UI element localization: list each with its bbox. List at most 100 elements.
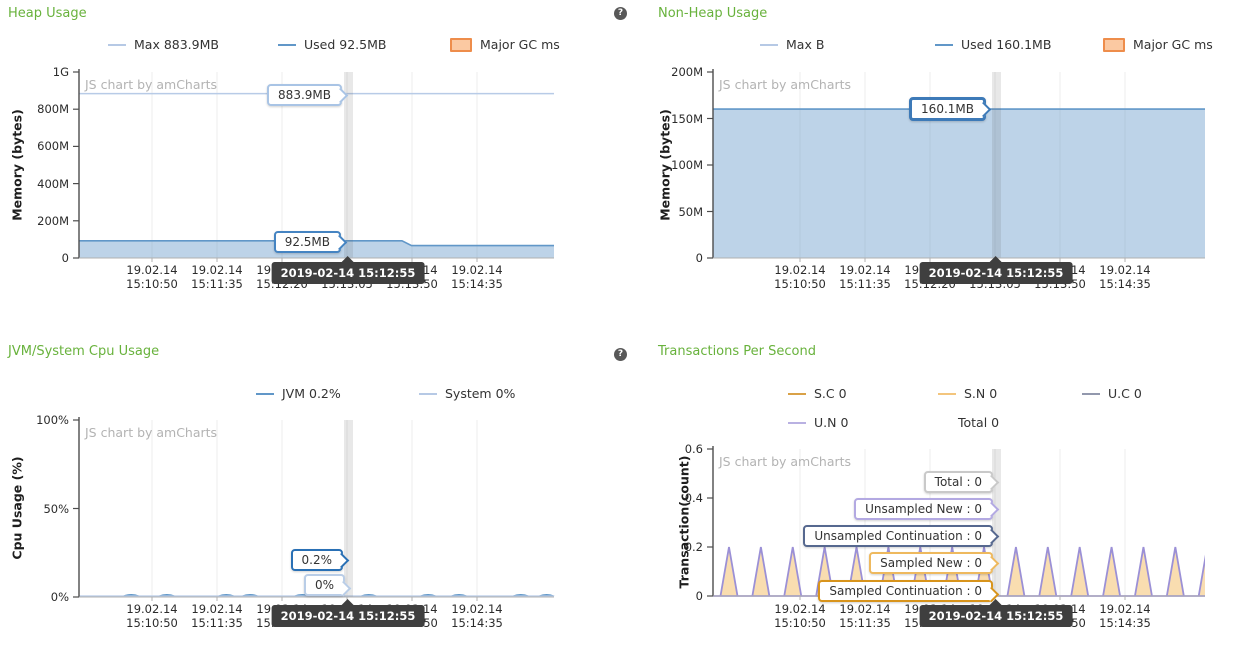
heap-used-line [79, 239, 554, 247]
legend-marker-line [788, 421, 806, 424]
legend-label: System 0% [445, 386, 516, 401]
legend-marker-line [938, 392, 956, 395]
nonheap-x-axis-label: 19.02.14 15:14:35 [1088, 263, 1162, 291]
heap-x-axis-label: 19.02.14 15:11:35 [180, 263, 254, 291]
tps-cursor-timestamp-tooltip: 2019-02-14 15:12:55 [919, 599, 1073, 627]
legend-marker-line [788, 392, 806, 395]
tps-balloon-sn: Sampled New : 0 [869, 552, 1000, 574]
legend-label: Major GC ms [1133, 37, 1213, 52]
amcharts-watermark-link[interactable]: JS chart by amCharts [85, 77, 218, 92]
tps-y-tick-label: 0.2 [684, 540, 703, 554]
legend-label: Max B [786, 37, 825, 52]
cpu-y-axis-title: Cpu Usage (%) [9, 456, 25, 560]
tps-balloon-sc: Sampled Continuation : 0 [818, 580, 1000, 603]
x-label-date: 19.02.14 [451, 263, 503, 277]
x-label-time: 15:14:35 [1099, 615, 1151, 630]
legend-item-used[interactable]: Used 160.1MB [935, 37, 1051, 52]
heap-balloon-used: 92.5MB [273, 231, 348, 253]
x-label-date: 19.02.14 [126, 602, 178, 616]
nonheap-x-axis-label: 19.02.14 15:10:50 [763, 263, 837, 291]
legend-label: U.N 0 [814, 415, 849, 430]
x-label-date: 19.02.14 [126, 263, 178, 277]
cpu-y-tick-label: 50% [43, 501, 69, 516]
legend-item-max[interactable]: Max B [760, 37, 824, 52]
legend-label: Max 883.9MB [134, 37, 219, 52]
heap-y-tick-label: 200M [37, 213, 69, 228]
tooltip-pointer [990, 599, 1002, 605]
x-label-time: 15:10:50 [126, 615, 178, 630]
tps-y-tick-label: 0 [695, 589, 703, 603]
tps-x-axis-label: 19.02.14 15:10:50 [763, 602, 837, 630]
x-label-time: 15:11:35 [191, 276, 243, 291]
legend-label: Used 92.5MB [304, 37, 387, 52]
x-label-time: 15:14:35 [1099, 276, 1151, 291]
legend-item-major-gc-ms[interactable]: Major GC ms [450, 37, 560, 52]
legend-item-u-c[interactable]: U.C 0 [1082, 386, 1142, 401]
legend-item-total[interactable]: Total 0 [958, 415, 999, 430]
x-label-time: 15:10:50 [774, 276, 826, 291]
heap-x-axis-label: 19.02.14 15:10:50 [115, 263, 189, 291]
cpu-x-axis-label: 19.02.14 15:11:35 [180, 602, 254, 630]
heap-y-tick-label: 1G [52, 65, 69, 79]
tps-y-axis-title: Transaction(count) [676, 455, 692, 589]
legend-label: S.C 0 [814, 386, 847, 401]
cpu-y-tick-label: 100% [36, 413, 69, 427]
heap-y-tick-label: 0 [61, 251, 69, 265]
question-mark-glyph: ? [617, 8, 624, 18]
heap-y-axis-title: Memory (bytes) [9, 109, 25, 221]
cpu-x-axis-label: 19.02.14 15:10:50 [115, 602, 189, 630]
cpu-balloon-jvm: 0.2% [290, 549, 350, 571]
legend-item-used[interactable]: Used 92.5MB [278, 37, 386, 52]
x-label-date: 19.02.14 [191, 602, 243, 616]
tps-balloon-uc: Unsampled Continuation : 0 [803, 525, 1000, 547]
legend-marker-box [1103, 37, 1125, 52]
legend-label: U.C 0 [1108, 386, 1142, 401]
chart-title-transactions-per-second: Transactions Per Second [658, 344, 816, 359]
nonheap-y-tick-label: 100M [671, 158, 703, 172]
x-label-time: 15:11:35 [191, 615, 243, 630]
help-icon[interactable]: ? [614, 7, 627, 20]
question-mark-glyph: ? [617, 349, 624, 359]
tps-balloon-un: Unsampled New : 0 [854, 498, 1000, 520]
nonheap-y-axis-title: Memory (bytes) [657, 109, 673, 221]
amcharts-watermark-link[interactable]: JS chart by amCharts [719, 77, 852, 92]
nonheap-balloon-used: 160.1MB [909, 97, 992, 121]
legend-item-jvm[interactable]: JVM 0.2% [256, 386, 341, 401]
cpu-balloon-system: 0% [303, 574, 352, 597]
legend-item-system[interactable]: System 0% [419, 386, 515, 401]
amcharts-watermark-link[interactable]: JS chart by amCharts [719, 454, 852, 469]
nonheap-cursor-timestamp-tooltip: 2019-02-14 15:12:55 [919, 256, 1073, 284]
cpu-cursor-band [344, 420, 353, 597]
legend-item-u-n[interactable]: U.N 0 [788, 415, 848, 430]
legend-marker-line [256, 392, 274, 395]
heap-balloon-max: 883.9MB [267, 84, 349, 106]
tps-x-axis-label: 19.02.14 15:11:35 [828, 602, 902, 630]
chart-title-non-heap-usage: Non-Heap Usage [658, 6, 768, 21]
x-label-date: 19.02.14 [1099, 602, 1151, 616]
heap-y-tick-label: 600M [37, 139, 69, 154]
legend-label: Major GC ms [480, 37, 560, 52]
legend-item-major-gc-ms[interactable]: Major GC ms [1103, 37, 1213, 52]
chart-title-cpu-usage: JVM/System Cpu Usage [8, 344, 160, 359]
cpu-cursor-timestamp-tooltip: 2019-02-14 15:12:55 [271, 599, 425, 627]
amcharts-watermark-link[interactable]: JS chart by amCharts [85, 425, 218, 440]
help-icon[interactable]: ? [614, 348, 627, 361]
x-label-date: 19.02.14 [191, 263, 243, 277]
heap-x-axis-label: 19.02.14 15:14:35 [440, 263, 514, 291]
x-label-time: 15:14:35 [451, 276, 503, 291]
legend-marker-box [450, 37, 472, 52]
tps-y-tick-label: 0.6 [684, 442, 703, 456]
legend-label: S.N 0 [964, 386, 998, 401]
nonheap-y-tick-label: 150M [671, 111, 703, 126]
nonheap-y-tick-label: 200M [671, 65, 703, 79]
cpu-x-axis-label: 19.02.14 15:14:35 [440, 602, 514, 630]
legend-item-s-n[interactable]: S.N 0 [938, 386, 997, 401]
legend-label: Used 160.1MB [961, 37, 1052, 52]
heap-y-tick-label: 400M [37, 176, 69, 191]
x-label-time: 15:11:35 [839, 615, 891, 630]
tps-balloon-total: Total : 0 [923, 471, 1000, 493]
legend-item-s-c[interactable]: S.C 0 [788, 386, 847, 401]
x-label-time: 15:10:50 [774, 615, 826, 630]
legend-item-max[interactable]: Max 883.9MB [108, 37, 219, 52]
